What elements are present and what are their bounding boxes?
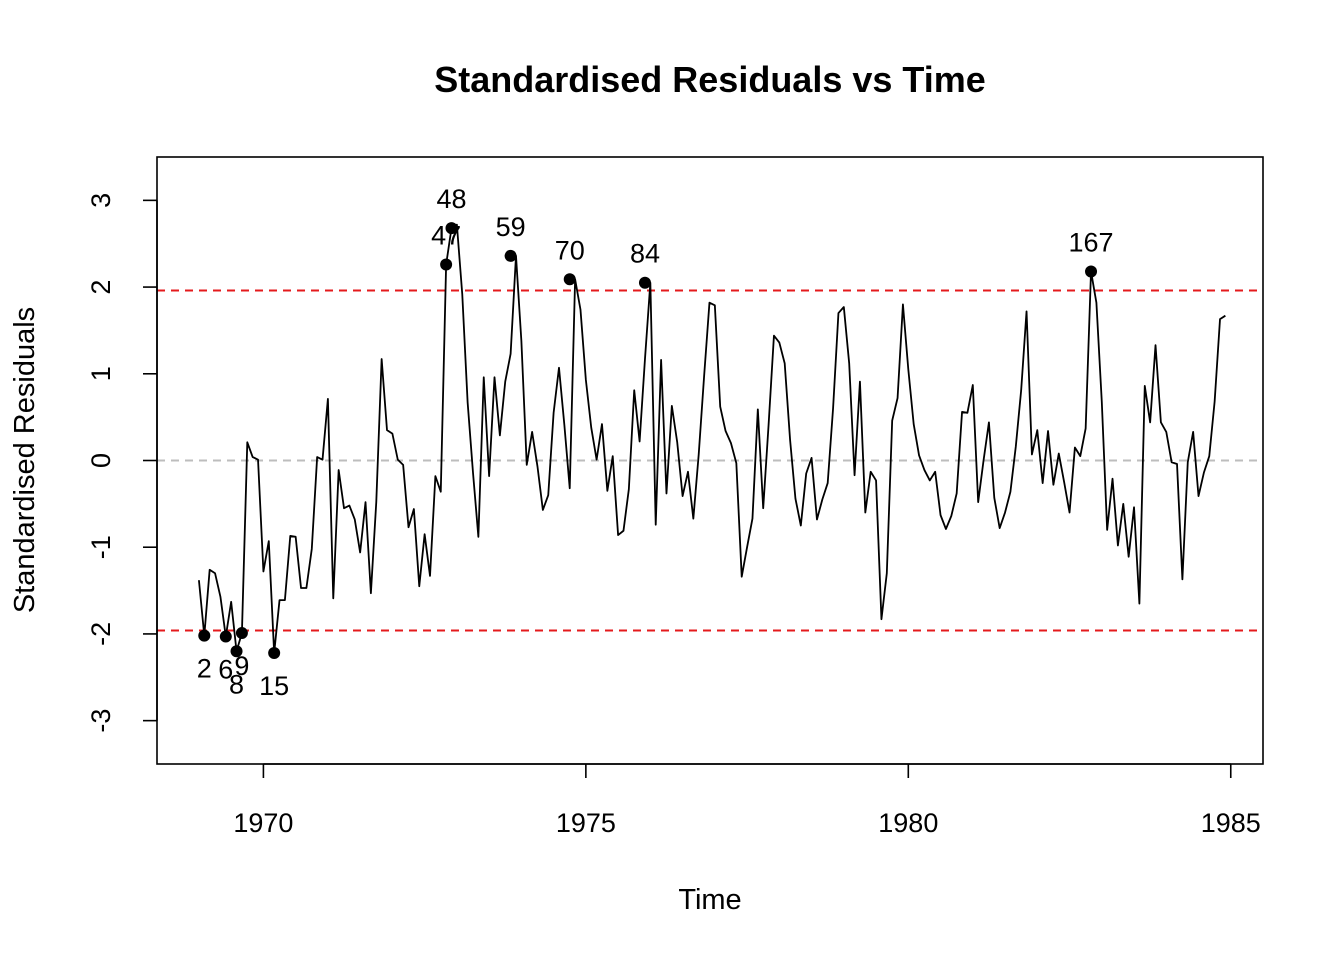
x-tick-label-1970: 1970 (233, 808, 293, 838)
outlier-point-47 (440, 258, 453, 271)
outlier-point-8 (230, 645, 243, 658)
outlier-label-8: 8 (229, 669, 244, 699)
x-axis-label: Time (678, 884, 741, 916)
outlier-point-84 (638, 276, 651, 289)
y-tick-label-0: 0 (86, 453, 116, 468)
outlier-label-15: 15 (259, 671, 289, 701)
outlier-point-70 (563, 273, 576, 286)
x-tick-label-1980: 1980 (878, 808, 938, 838)
y-tick-label-1: 1 (86, 366, 116, 381)
y-tick-label-3: 3 (86, 193, 116, 208)
y-axis-label: Standardised Residuals (9, 307, 41, 613)
residual-series-line (198, 223, 1226, 654)
outlier-point-6 (219, 630, 232, 643)
outlier-point-59 (504, 249, 517, 262)
chart-title: Standardised Residuals vs Time (434, 59, 986, 100)
outlier-point-167 (1085, 265, 1098, 278)
axes: 1970 1975 1980 1985 -3 -2 -1 0 1 2 3 (86, 193, 1261, 838)
outlier-label-59: 59 (496, 212, 526, 242)
outlier-label-6: 6 (218, 655, 233, 685)
y-tick-label--1: -1 (86, 535, 116, 559)
x-tick-label-1975: 1975 (556, 808, 616, 838)
x-tick-label-1985: 1985 (1201, 808, 1261, 838)
y-tick-label--3: -3 (86, 709, 116, 733)
y-tick-label-2: 2 (86, 280, 116, 295)
outlier-point-9 (235, 627, 248, 640)
outlier-label-167: 167 (1068, 227, 1113, 257)
y-tick-label--2: -2 (86, 622, 116, 646)
outlier-label-2: 2 (197, 654, 212, 684)
outlier-label-84: 84 (630, 239, 660, 269)
outlier-point-2 (198, 629, 211, 642)
outlier-point-15 (268, 647, 281, 660)
outlier-label-48: 48 (436, 184, 466, 214)
outlier-label-70: 70 (555, 235, 585, 265)
outlier-label-9: 9 (234, 651, 249, 681)
outlier-point-48 (445, 222, 458, 235)
